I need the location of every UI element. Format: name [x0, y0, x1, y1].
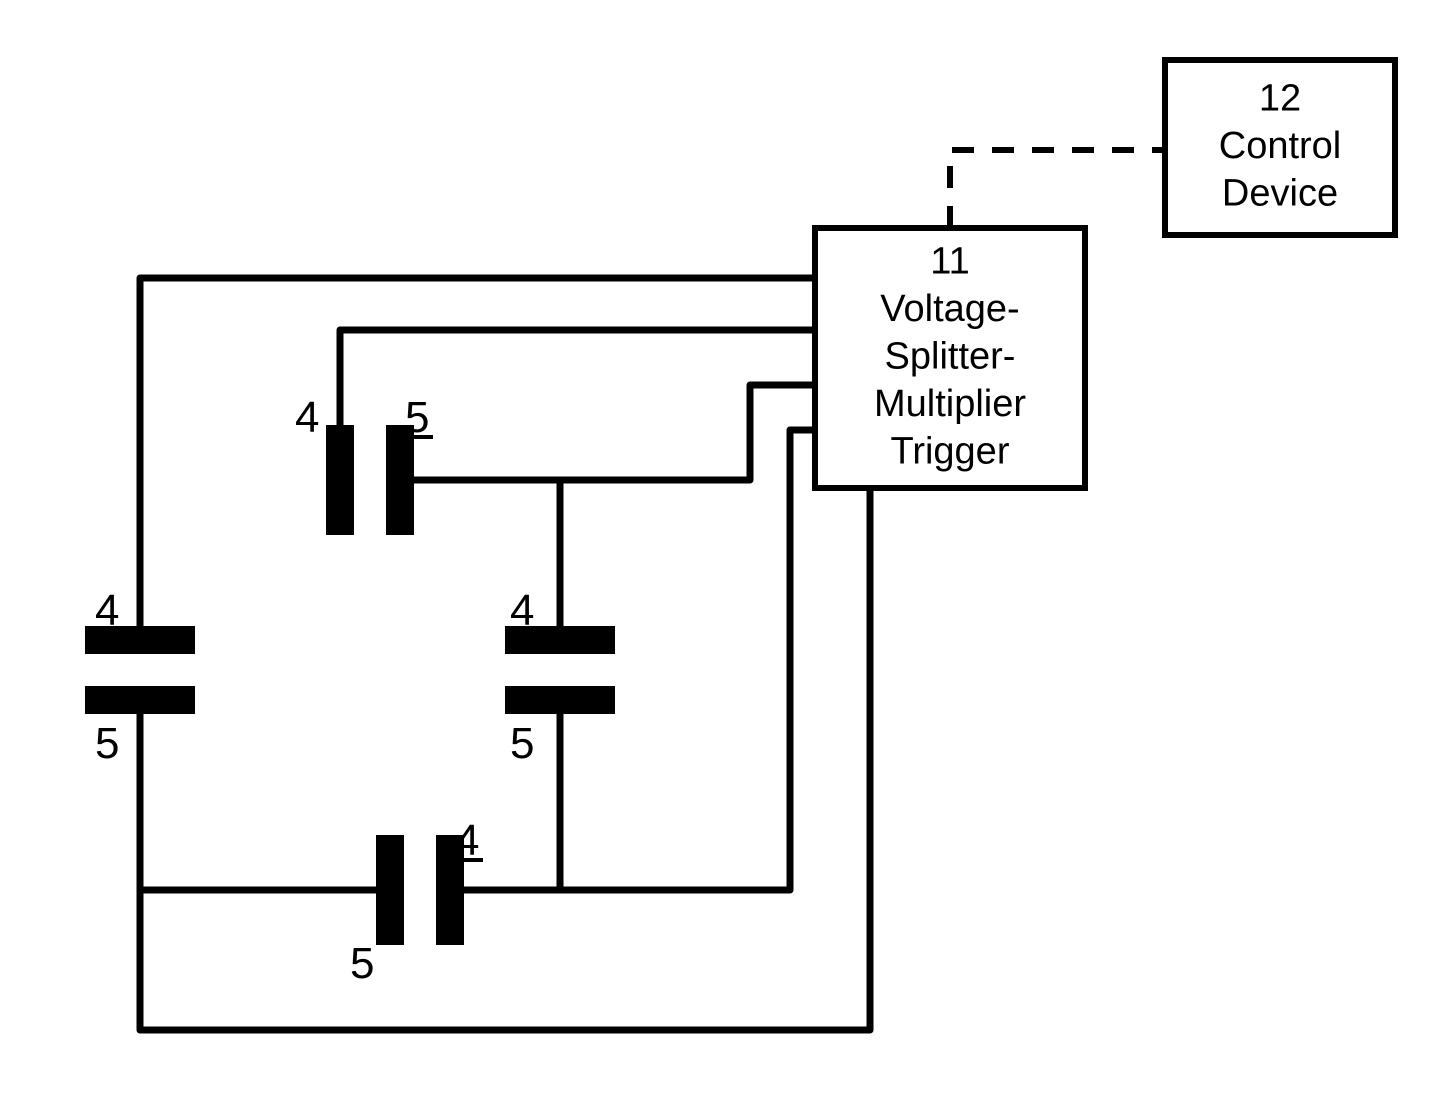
cap-label-right-b: 5: [510, 719, 534, 768]
cap-label-right-a: 4: [510, 586, 534, 635]
wire-5: [560, 430, 815, 890]
trigger-box: 11 Voltage- Splitter- Multiplier Trigger: [815, 228, 1085, 488]
cap-label-top_mid-a: 4: [295, 393, 319, 442]
trigger-line-4: Trigger: [891, 430, 1010, 472]
control-line-2: Device: [1222, 172, 1338, 214]
cap-label-bottom_mid-b: 4: [455, 816, 479, 865]
cap-label-left-b: 5: [95, 719, 119, 768]
wire-2: [400, 480, 560, 640]
trigger-line-2: Splitter-: [885, 335, 1016, 377]
cap-label-top_mid-b: 5: [405, 393, 429, 442]
circuit-diagram: 45454554 11Voltage-Splitter-MultiplierTr…: [0, 0, 1429, 1096]
control-line-0: 12: [1259, 77, 1301, 119]
trigger-line-0: 11: [930, 240, 969, 282]
control-box: 12 Control Device: [1165, 60, 1395, 235]
cap-label-bottom_mid-a: 5: [350, 939, 374, 988]
control-link-dashed: [950, 150, 1165, 228]
capacitor-bottom_mid: 54: [350, 816, 483, 988]
cap-label-left-a: 4: [95, 586, 119, 635]
trigger-line-1: Voltage-: [880, 288, 1019, 330]
wire-3: [560, 385, 815, 480]
trigger-line-3: Multiplier: [874, 383, 1026, 425]
capacitor-top_mid: 45: [295, 393, 433, 535]
wire-6: [140, 700, 390, 890]
wire-7: [140, 488, 870, 1030]
control-line-1: Control: [1219, 125, 1342, 167]
